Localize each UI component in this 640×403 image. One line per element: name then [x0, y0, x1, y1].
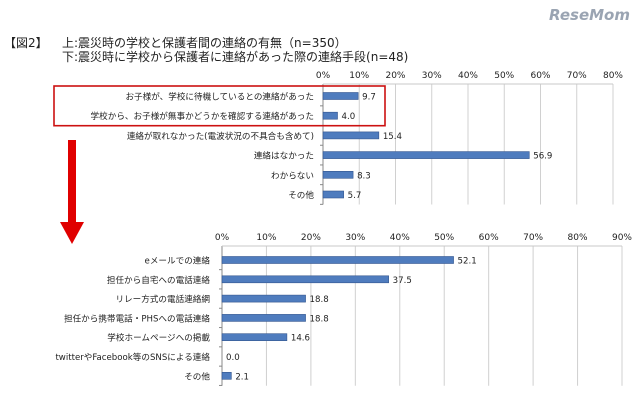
down-arrow-head	[60, 222, 84, 244]
lower-x-tick-label: 70%	[523, 233, 543, 243]
upper-value-label: 5.7	[348, 191, 362, 201]
figure-title-line1: 上:震災時の学校と保護者間の連絡の有無（n=350）	[62, 35, 347, 50]
upper-category-label: わからない	[271, 170, 314, 181]
upper-category-label: 連絡はなかった	[254, 150, 314, 162]
chart-lower: 0% 10% 20% 30% 40% 50% 60% 70% 80% 90% eメールでの連絡 52.…	[55, 233, 632, 386]
upper-bar	[322, 111, 338, 120]
lower-value-label: 2.1	[235, 372, 249, 382]
upper-x-tick-label: 40%	[458, 71, 478, 81]
lower-category-label: リレー方式の電話連絡網	[115, 293, 210, 305]
upper-bar	[322, 171, 354, 179]
lower-x-tick-label: 0%	[215, 233, 230, 243]
resemom-watermark: ReseMom	[549, 6, 630, 24]
lower-category-label: 学校ホームページへの掲載	[107, 332, 210, 344]
lower-bar	[221, 294, 306, 303]
lower-value-label: 52.1	[458, 257, 477, 267]
lower-category-label: 担任から自宅への電話連絡	[107, 274, 211, 286]
lower-category-label: 担任から携帯電話・PHSへの電話連絡	[64, 312, 210, 324]
lower-x-tick-label: 30%	[345, 233, 365, 243]
lower-bar	[221, 371, 232, 380]
upper-x-tick-label: 30%	[422, 71, 442, 81]
upper-x-tick-label: 0%	[316, 71, 331, 81]
upper-x-tick-label: 60%	[530, 71, 550, 81]
lower-x-tick-label: 40%	[390, 233, 410, 243]
upper-category-label: 学校から、お子様が無事かどうかを確認する連絡があった	[91, 110, 314, 122]
lower-category-label: その他	[184, 370, 210, 382]
upper-bar	[322, 131, 380, 140]
lower-x-tick-label: 60%	[479, 233, 499, 243]
upper-x-tick-label: 10%	[349, 71, 369, 81]
highlight-box	[53, 85, 386, 127]
figure-title-line2: 下:震災時に学校から保護者に連絡があった際の連絡手段(n=48)	[62, 49, 408, 64]
upper-category-label: 連絡が取れなかった(電波状況の不具合も含めて)	[127, 130, 314, 142]
lower-x-tick-label: 50%	[434, 233, 454, 243]
upper-category-label: お子様が、学校に待機しているとの連絡があった	[125, 91, 314, 103]
upper-value-label: 4.0	[342, 112, 356, 122]
upper-bar	[322, 92, 359, 100]
upper-value-label: 9.7	[362, 93, 376, 103]
upper-bar	[322, 190, 344, 199]
lower-value-label: 18.8	[310, 314, 329, 324]
upper-x-tick-label: 20%	[385, 71, 405, 81]
upper-value-label: 8.3	[357, 171, 371, 181]
lower-x-tick-label: 20%	[301, 233, 321, 243]
figure-header: 【図2】 上:震災時の学校と保護者間の連絡の有無（n=350） 下:震災時に学校…	[4, 35, 408, 64]
lower-value-label: 18.8	[310, 295, 329, 305]
upper-category-label: その他	[288, 189, 314, 201]
lower-bar	[221, 275, 389, 284]
lower-bar	[221, 314, 306, 322]
down-arrow-shaft	[68, 140, 76, 224]
lower-value-label: 14.6	[291, 334, 310, 344]
lower-bar	[221, 256, 454, 264]
lower-category-label: eメールでの連絡	[145, 255, 211, 267]
lower-bar	[221, 333, 288, 342]
lower-value-label: 37.5	[393, 276, 412, 286]
figure-label: 【図2】	[4, 36, 48, 50]
decorations	[53, 85, 386, 244]
lower-value-label: 0.0	[226, 353, 240, 363]
upper-value-label: 56.9	[533, 152, 552, 162]
upper-bar	[322, 151, 530, 159]
upper-x-tick-label: 50%	[494, 71, 514, 81]
lower-x-tick-label: 10%	[256, 233, 276, 243]
upper-value-label: 15.4	[383, 132, 402, 142]
lower-x-tick-label: 90%	[612, 233, 632, 243]
lower-category-label: twitterやFacebook等のSNSによる連絡	[55, 351, 210, 363]
upper-x-tick-label: 80%	[603, 71, 623, 81]
lower-x-tick-label: 80%	[568, 233, 588, 243]
upper-x-tick-label: 70%	[567, 71, 587, 81]
chart-upper: 0% 10% 20% 30% 40% 50% 60% 70% 80% お子様が、学校に待機している…	[91, 71, 623, 205]
